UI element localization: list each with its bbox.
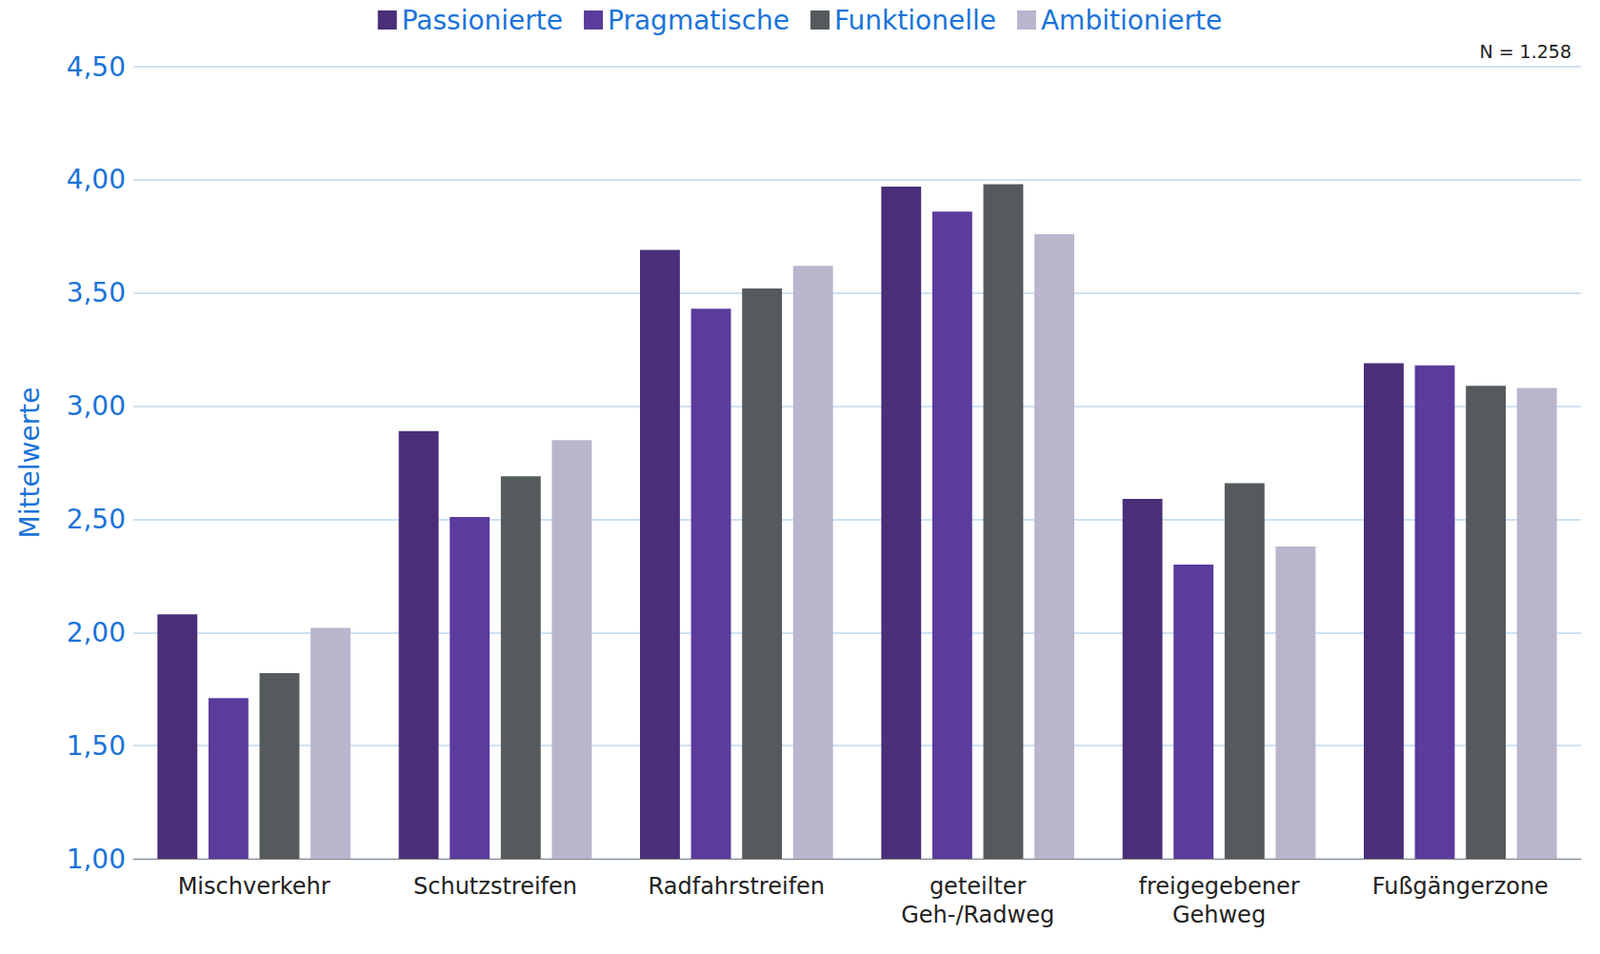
svg-text:3,50: 3,50 — [66, 277, 126, 309]
svg-text:Gehweg: Gehweg — [1172, 901, 1266, 929]
svg-text:1,00: 1,00 — [66, 843, 126, 876]
svg-text:Funktionelle: Funktionelle — [834, 4, 997, 37]
svg-text:4,50: 4,50 — [66, 51, 126, 83]
svg-text:4,00: 4,00 — [66, 163, 126, 196]
svg-text:Radfahrstreifen: Radfahrstreifen — [648, 873, 825, 900]
svg-text:Pragmatische: Pragmatische — [607, 4, 790, 37]
svg-text:2,50: 2,50 — [66, 503, 126, 536]
svg-text:Ambitionierte: Ambitionierte — [1040, 4, 1222, 37]
svg-text:geteilter: geteilter — [929, 873, 1027, 900]
svg-text:3,00: 3,00 — [66, 390, 126, 422]
svg-text:N = 1.258: N = 1.258 — [1479, 40, 1572, 62]
svg-text:Schutzstreifen: Schutzstreifen — [413, 873, 578, 900]
svg-text:Fußgängerzone: Fußgängerzone — [1372, 873, 1549, 900]
svg-text:1,50: 1,50 — [66, 730, 126, 762]
svg-text:2,00: 2,00 — [66, 617, 126, 649]
svg-text:Mittelwerte: Mittelwerte — [14, 387, 46, 540]
svg-text:Geh-/Radweg: Geh-/Radweg — [900, 901, 1055, 929]
svg-text:Mischverkehr: Mischverkehr — [178, 873, 331, 900]
svg-text:Passionierte: Passionierte — [401, 4, 563, 37]
svg-text:freigegebener: freigegebener — [1138, 873, 1300, 900]
